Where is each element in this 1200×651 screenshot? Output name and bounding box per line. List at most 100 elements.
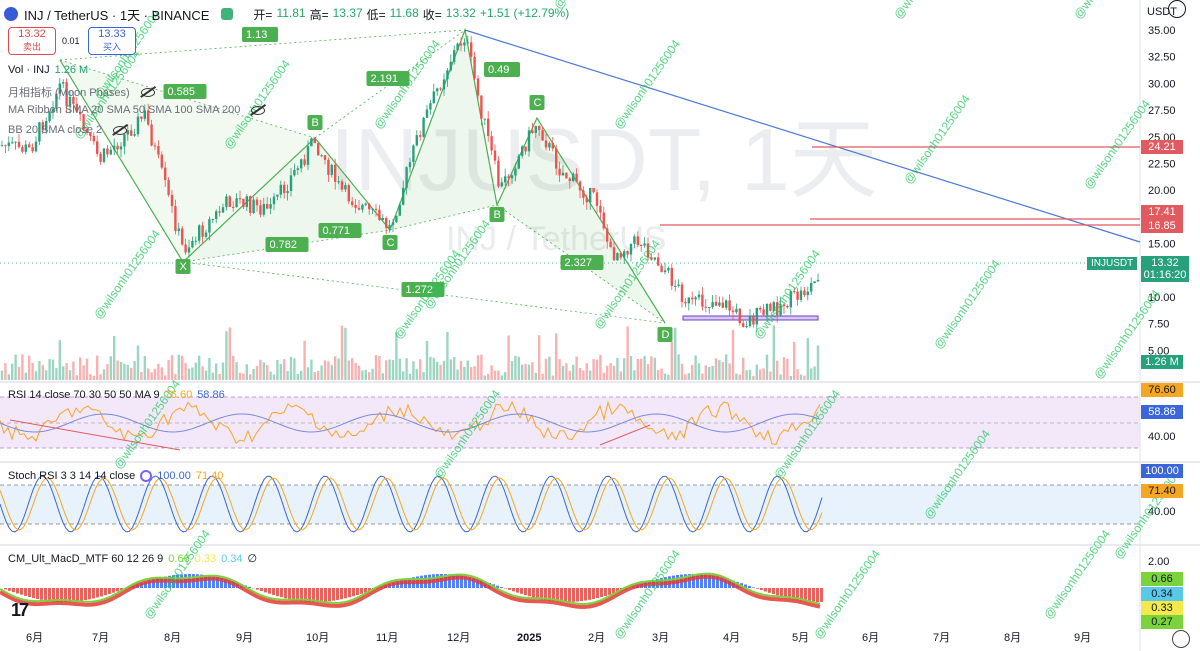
volume-bar <box>225 331 228 380</box>
macd-histogram-bar <box>8 588 11 591</box>
macd-histogram-bar <box>144 581 147 588</box>
macd-histogram-bar <box>768 588 771 593</box>
candlesticks[interactable] <box>0 35 820 333</box>
volume-bar <box>572 364 575 380</box>
candle-body <box>181 228 184 245</box>
macd-tick-label: 2.00 <box>1148 556 1169 568</box>
harmonic-label: 0.49 <box>488 64 509 76</box>
macd-histogram-bar <box>360 588 363 594</box>
candle-body <box>269 204 272 209</box>
macd-histogram-bar <box>612 588 615 594</box>
volume-bar <box>62 366 65 380</box>
candle-body <box>164 167 167 181</box>
macd-histogram-bar <box>604 588 607 596</box>
macd-value-3: 0.34 <box>221 552 243 565</box>
hidden-eye-icon[interactable] <box>113 125 128 135</box>
settings-icon[interactable] <box>1168 0 1186 18</box>
volume-bar <box>735 373 738 380</box>
volume-bar <box>14 354 17 380</box>
volume-bar <box>473 366 476 380</box>
level-tag-2[interactable]: 17.41 <box>1141 205 1183 219</box>
macd-legend[interactable]: CM_Ult_MacD_MTF 60 12 26 9 0.66 0.33 0.3… <box>8 552 257 566</box>
harmonic-fill-left <box>60 60 315 262</box>
candle-body <box>667 267 670 271</box>
macd-histogram-bar <box>512 588 515 592</box>
volume-bar <box>245 364 248 380</box>
macd-histogram-bar <box>524 588 527 596</box>
level-tag-3[interactable]: 16.85 <box>1141 219 1183 233</box>
volume-bar <box>595 359 599 380</box>
rsi-legend[interactable]: RSI 14 close 70 30 50 50 MA 9 76.60 58.8… <box>8 389 225 401</box>
hidden-eye-icon[interactable] <box>251 105 266 115</box>
volume-legend[interactable]: Vol · INJ 1.26 M <box>8 64 88 76</box>
ma-ribbon-legend[interactable]: MA Ribbon SMA 20 SMA 50 SMA 100 SMA 200 <box>8 104 266 116</box>
candle-body <box>408 162 412 168</box>
candle-body <box>106 148 109 155</box>
close-value: 13.32 <box>445 5 476 20</box>
harmonic-label-box <box>366 71 410 86</box>
candle-body <box>714 302 718 306</box>
moon-phase-title: 月相指标 (Moon Phases) <box>8 87 130 99</box>
candle-body <box>575 173 578 182</box>
macd-histogram-bar <box>748 585 751 588</box>
candle-body <box>708 307 711 309</box>
current-price-tag[interactable]: 13.32 01:16:20 <box>1141 256 1189 282</box>
refresh-icon[interactable] <box>140 470 153 482</box>
stoch-legend[interactable]: Stoch RSI 3 3 14 14 close 100.00 71.40 <box>8 470 223 482</box>
volume-bar <box>405 358 408 380</box>
macd-histogram-bar <box>520 588 523 594</box>
macd-histogram-bar <box>120 588 123 590</box>
volume-bar <box>514 355 517 380</box>
macd-histogram-bar <box>692 574 695 588</box>
stoch-d-line <box>0 477 823 531</box>
candle-body <box>55 93 58 109</box>
harmonic-label: 1.13 <box>246 29 267 41</box>
candle-body <box>813 281 816 284</box>
volume-bar <box>130 367 133 380</box>
candle-body <box>51 108 55 112</box>
harmonic-lines[interactable] <box>59 27 666 324</box>
price-axis-ticks: 35.0032.5030.0027.5025.0022.5020.0017.50… <box>26 25 1176 644</box>
macd-histogram-bar <box>24 588 27 596</box>
rsi-tick-label: 40.00 <box>1148 431 1176 443</box>
macd-histogram-bar <box>152 579 155 588</box>
macd-histogram-bar <box>704 574 707 588</box>
volume-bar <box>803 375 806 380</box>
hidden-eye-icon[interactable] <box>140 87 155 97</box>
volume-bar <box>606 365 609 380</box>
volume-bar <box>521 364 524 380</box>
sell-button[interactable]: 13.32 卖出 <box>8 27 56 55</box>
volume-bar <box>449 359 452 380</box>
symbol-title[interactable]: INJ / TetherUS · 1天 · BINANCE <box>24 7 210 23</box>
macd-histogram-bar <box>796 588 799 601</box>
candle-body <box>680 284 684 302</box>
tradingview-logo[interactable]: 17 <box>11 600 29 620</box>
macd-histogram-bar <box>204 575 207 588</box>
volume-bar <box>119 362 123 380</box>
descending-trendline[interactable] <box>464 29 1141 243</box>
volume-bar <box>789 375 792 380</box>
macd-histogram-bar <box>552 588 555 602</box>
volume-bar <box>793 341 796 380</box>
macd-histogram-bar <box>88 588 91 600</box>
candle-body <box>99 153 102 162</box>
buy-button[interactable]: 13.33 买入 <box>88 27 136 55</box>
volume-bar <box>663 373 667 380</box>
volume-bar <box>65 363 68 380</box>
volume-bar <box>534 372 537 380</box>
volume-bar <box>344 327 347 380</box>
bb-legend[interactable]: BB 20 SMA close 2 <box>8 124 128 136</box>
candle-body <box>286 191 289 194</box>
moon-phase-legend[interactable]: 月相指标 (Moon Phases) <box>8 84 155 100</box>
macd-histogram-bar <box>4 588 7 590</box>
candle-body <box>65 82 68 107</box>
candle-body <box>480 95 483 119</box>
reset-chart-icon[interactable] <box>1172 630 1190 648</box>
time-axis-label: 12月 <box>447 632 470 644</box>
volume-bar <box>262 362 265 380</box>
candle-body <box>96 141 99 154</box>
candle-body <box>799 290 803 300</box>
volume-bar <box>640 358 643 380</box>
level-tag-1[interactable]: 24.21 <box>1141 140 1183 154</box>
